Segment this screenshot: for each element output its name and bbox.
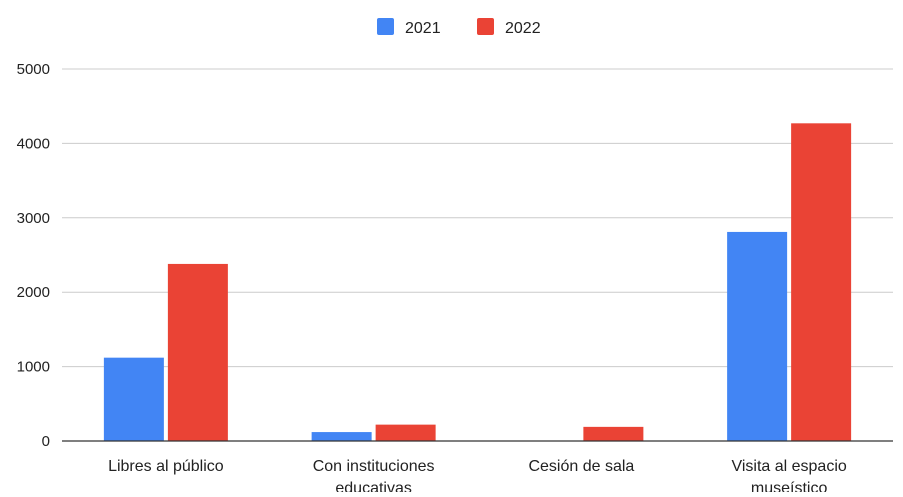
- bar-2022-1: [375, 424, 436, 441]
- x-tick-label: Cesión de sala: [528, 458, 634, 475]
- legend-swatch-2022: [477, 18, 494, 35]
- y-tick-label: 0: [42, 433, 50, 450]
- legend-label: 2021: [405, 20, 441, 37]
- y-axis-ticks: 0 1000 2000 3000 4000 5000: [17, 61, 50, 450]
- bars: [103, 123, 852, 441]
- bar-2021-3: [727, 231, 788, 441]
- x-tick-label: Visita al espacio: [731, 458, 846, 475]
- bar-2022-2: [583, 426, 644, 441]
- y-tick-label: 1000: [17, 359, 50, 376]
- bar-2021-0: [103, 357, 164, 441]
- bar-2022-0: [167, 263, 228, 441]
- y-tick-label: 5000: [17, 61, 50, 78]
- x-tick-label: educativas: [335, 480, 412, 492]
- bar-2021-1: [311, 432, 372, 441]
- legend-swatch-2021: [377, 18, 394, 35]
- legend: 2021 2022: [377, 18, 541, 37]
- bar-2022-3: [791, 123, 852, 441]
- legend-label: 2022: [505, 20, 541, 37]
- y-tick-label: 3000: [17, 210, 50, 227]
- y-tick-label: 2000: [17, 284, 50, 301]
- x-axis-labels: Libres al público Con instituciones educat…: [108, 458, 847, 497]
- x-tick-label: museístico: [751, 480, 828, 492]
- x-tick-label: Con instituciones: [313, 458, 435, 475]
- x-tick-label: Libres al público: [108, 458, 224, 475]
- y-tick-label: 4000: [17, 135, 50, 152]
